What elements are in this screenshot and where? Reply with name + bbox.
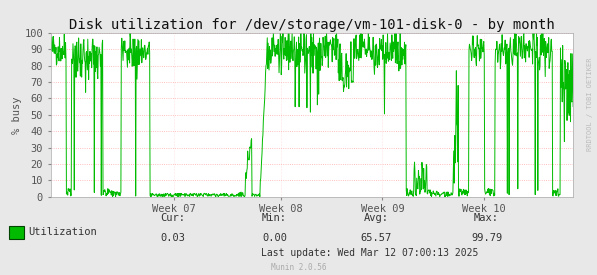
Text: RRDTOOL / TOBI OETIKER: RRDTOOL / TOBI OETIKER [587, 58, 593, 151]
Text: 0.03: 0.03 [161, 233, 186, 243]
Text: Utilization: Utilization [29, 227, 97, 237]
Text: Last update: Wed Mar 12 07:00:13 2025: Last update: Wed Mar 12 07:00:13 2025 [261, 248, 479, 258]
Text: Min:: Min: [262, 213, 287, 223]
Y-axis label: % busy: % busy [11, 96, 21, 134]
Text: Max:: Max: [474, 213, 499, 223]
Text: 65.57: 65.57 [361, 233, 392, 243]
Title: Disk utilization for /dev/storage/vm-101-disk-0 - by month: Disk utilization for /dev/storage/vm-101… [69, 18, 555, 32]
Text: Munin 2.0.56: Munin 2.0.56 [271, 263, 326, 272]
Text: Avg:: Avg: [364, 213, 389, 223]
Text: Cur:: Cur: [161, 213, 186, 223]
Text: 0.00: 0.00 [262, 233, 287, 243]
Text: 99.79: 99.79 [471, 233, 502, 243]
